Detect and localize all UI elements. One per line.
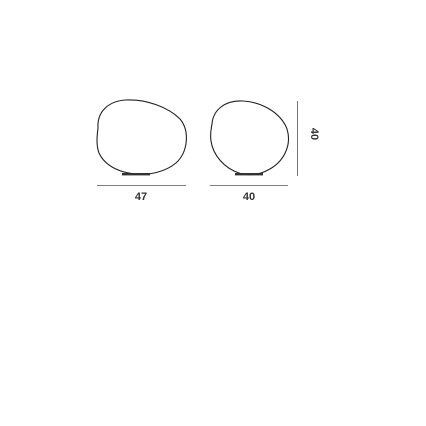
right-lamp-view <box>210 100 289 176</box>
right-lamp-base <box>235 173 263 176</box>
left-lamp-outline <box>96 99 187 175</box>
right-lamp-outline <box>210 100 289 176</box>
left-lamp-view <box>96 99 187 176</box>
left-lamp-base <box>122 173 150 176</box>
height-label: 40 <box>308 128 320 140</box>
right-width-label: 40 <box>243 191 255 203</box>
left-width-label: 47 <box>135 191 147 203</box>
